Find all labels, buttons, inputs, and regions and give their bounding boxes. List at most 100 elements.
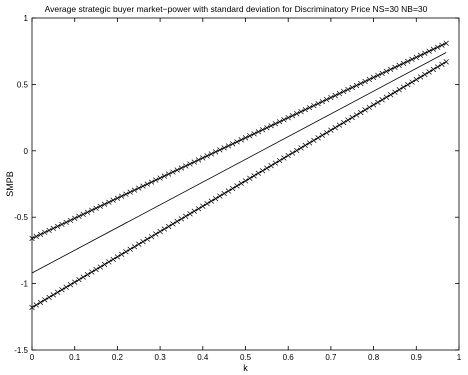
data-point-0-45: [221, 145, 227, 151]
data-point-0-81: [375, 72, 381, 79]
data-point-2-26: [140, 239, 146, 245]
data-point-2-86: [396, 87, 402, 93]
y-tick-label-3: 0: [24, 147, 29, 156]
data-point-0-78: [362, 78, 368, 85]
data-point-2-75: [349, 114, 355, 121]
series-group: [29, 40, 449, 311]
x-tick-label-6: 0.6: [283, 353, 295, 362]
data-point-2-43: [212, 195, 219, 202]
data-point-2-11: [76, 276, 82, 283]
series-line-2: [31, 61, 447, 308]
data-point-0-20: [114, 195, 121, 201]
data-point-2-29: [153, 231, 159, 237]
data-point-0-11: [76, 213, 82, 219]
data-point-0-6: [54, 223, 61, 230]
data-point-2-60: [285, 152, 291, 159]
data-point-2-16: [97, 264, 103, 270]
data-point-0-53: [255, 129, 261, 135]
data-point-2-31: [161, 226, 168, 232]
data-point-0-74: [345, 86, 351, 93]
data-point-0-37: [187, 161, 193, 167]
data-point-0-7: [59, 221, 65, 228]
data-point-2-25: [136, 241, 142, 247]
x-axis-label: k: [243, 363, 248, 373]
data-point-2-78: [362, 107, 368, 113]
data-point-2-83: [383, 94, 390, 100]
data-point-2-52: [251, 173, 257, 179]
data-point-0-64: [302, 106, 308, 113]
data-point-0-89: [409, 56, 415, 62]
data-point-0-22: [123, 191, 129, 197]
data-point-0-97: [443, 40, 449, 46]
data-point-2-3: [42, 297, 48, 303]
data-point-2-67: [315, 135, 321, 141]
y-tick-label-5: 1: [24, 14, 29, 23]
data-point-0-25: [136, 185, 142, 191]
data-point-0-50: [242, 135, 249, 141]
data-point-0-58: [277, 119, 283, 125]
data-point-0-5: [50, 225, 56, 232]
data-point-0-92: [422, 50, 428, 56]
data-point-0-43: [212, 149, 219, 155]
data-point-0-9: [67, 217, 74, 223]
data-point-2-45: [221, 190, 227, 197]
data-point-0-32: [165, 171, 172, 177]
data-point-0-42: [208, 151, 214, 157]
data-point-0-39: [195, 157, 202, 163]
data-point-0-21: [119, 193, 125, 199]
data-point-0-87: [400, 60, 407, 67]
data-point-0-61: [289, 113, 296, 119]
data-point-2-89: [409, 79, 415, 85]
data-point-2-80: [370, 102, 377, 108]
data-point-2-2: [37, 299, 44, 306]
data-point-2-79: [366, 104, 372, 111]
data-point-2-10: [72, 279, 78, 285]
data-point-2-90: [413, 76, 419, 83]
data-point-2-95: [435, 64, 441, 70]
data-point-2-22: [123, 249, 129, 255]
data-point-0-71: [332, 92, 338, 99]
data-point-0-31: [161, 173, 168, 179]
data-point-0-19: [110, 197, 116, 203]
data-point-2-38: [191, 208, 197, 214]
data-point-0-4: [46, 227, 52, 234]
data-point-0-34: [174, 167, 180, 173]
data-point-0-29: [153, 177, 159, 183]
x-tick-label-7: 0.7: [325, 353, 337, 362]
y-tick-label-2: -0.5: [14, 213, 28, 222]
data-point-2-41: [204, 201, 210, 207]
data-point-2-8: [63, 284, 69, 290]
data-point-0-65: [306, 104, 313, 111]
data-point-2-87: [400, 84, 407, 90]
data-point-0-48: [234, 139, 240, 145]
data-point-2-88: [405, 81, 411, 88]
data-point-2-69: [323, 130, 330, 136]
data-point-2-50: [242, 178, 249, 184]
data-point-2-56: [268, 163, 274, 169]
data-point-2-81: [375, 99, 381, 105]
data-point-2-94: [430, 66, 437, 73]
data-point-2-24: [131, 244, 138, 250]
data-point-0-1: [33, 233, 39, 240]
data-point-0-79: [366, 76, 372, 83]
data-point-2-68: [319, 132, 326, 138]
data-point-0-14: [89, 207, 95, 213]
y-tick-label-0: -1.5: [14, 346, 28, 355]
data-point-2-15: [93, 266, 99, 273]
data-point-0-26: [140, 183, 146, 189]
data-point-2-76: [353, 112, 360, 118]
data-point-0-24: [131, 187, 138, 193]
data-point-0-46: [225, 143, 232, 149]
data-point-2-23: [127, 246, 133, 252]
data-point-0-93: [426, 48, 432, 54]
data-point-2-53: [255, 170, 261, 176]
y-tick-label-1: -1: [21, 280, 29, 289]
data-point-0-69: [323, 96, 330, 103]
data-point-0-73: [341, 88, 347, 95]
data-point-0-62: [294, 111, 300, 117]
data-point-0-91: [417, 52, 424, 58]
series-markers-2: [29, 59, 449, 311]
data-point-0-23: [127, 189, 133, 195]
x-tick-label-9: 0.9: [411, 353, 423, 362]
